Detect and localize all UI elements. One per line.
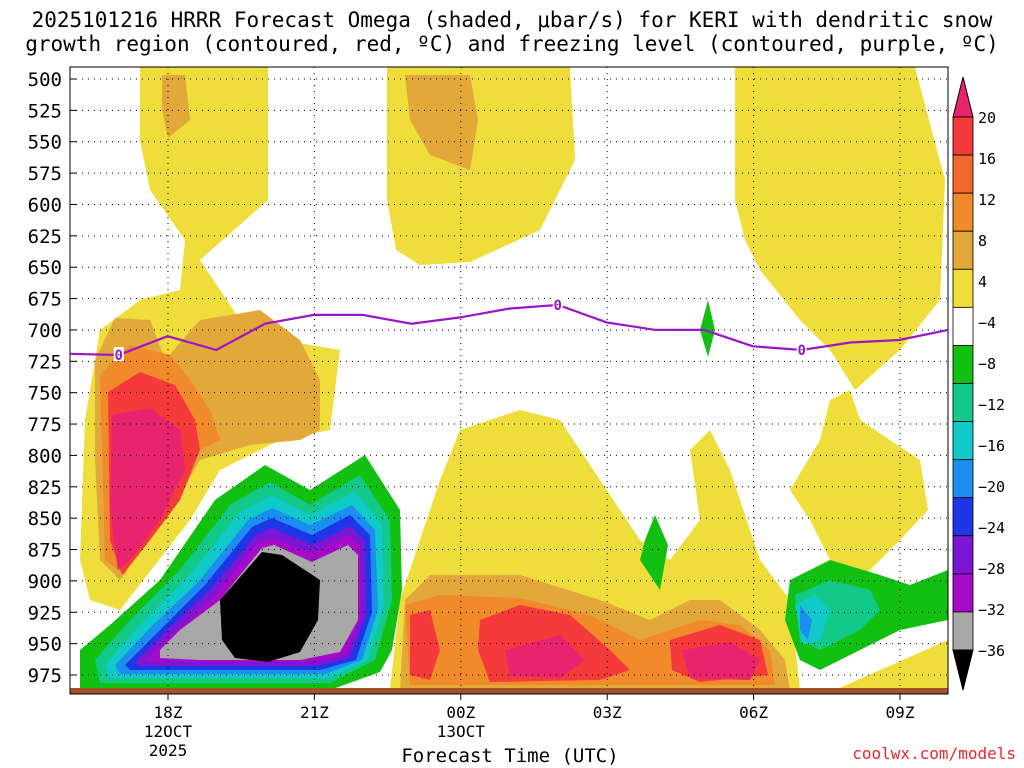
colorbar-swatch-2 bbox=[952, 192, 974, 232]
colorbar-swatch-13 bbox=[952, 611, 974, 651]
colorbar-label-1: 16 bbox=[978, 150, 996, 168]
plot-frame bbox=[69, 66, 949, 695]
colorbar-swatch-10 bbox=[952, 497, 974, 537]
colorbar-label-12: −32 bbox=[978, 601, 1005, 619]
y-tick-label-975: 975 bbox=[28, 665, 62, 687]
colorbar-swatch-1 bbox=[952, 154, 974, 194]
omega-area-weak-upward-right bbox=[735, 67, 945, 390]
x-axis-title: Forecast Time (UTC) bbox=[401, 745, 619, 767]
y-tick-label-525: 525 bbox=[28, 100, 62, 122]
attribution-link[interactable]: coolwx.com/models bbox=[852, 744, 1016, 763]
colorbar-label-0: 20 bbox=[978, 109, 996, 127]
colorbar-top-triangle bbox=[952, 76, 974, 118]
colorbar-swatch-7 bbox=[952, 383, 974, 422]
x-tick-label-09Z: 09Z bbox=[886, 703, 915, 722]
x-tick-label-03Z: 03Z bbox=[593, 703, 622, 722]
y-tick-label-900: 900 bbox=[28, 571, 62, 593]
colorbar-label-2: 12 bbox=[978, 191, 996, 209]
chart-title-line1: 2025101216 HRRR Forecast Omega (shaded, … bbox=[31, 8, 993, 32]
freezing-level-label-bg-2 bbox=[796, 342, 807, 357]
colorbar-label-9: −20 bbox=[978, 478, 1005, 496]
chart-title-line2: growth region (contoured, red, ºC) and f… bbox=[25, 32, 999, 56]
colorbar-label-5: −4 bbox=[978, 314, 996, 332]
y-tick-label-550: 550 bbox=[28, 132, 62, 154]
colorbar-swatch-11 bbox=[952, 535, 974, 575]
y-tick-label-925: 925 bbox=[28, 602, 62, 624]
colorbar-bottom-triangle bbox=[952, 649, 974, 691]
colorbar-label-4: 4 bbox=[978, 273, 987, 291]
colorbar-swatch-8 bbox=[952, 421, 974, 461]
omega-area-extreme-upward-bottom bbox=[505, 635, 760, 680]
x-tick-label-00Z: 00Z bbox=[446, 703, 475, 722]
x-tick-label-06Z: 06Z bbox=[739, 703, 768, 722]
x-tick-label-18Z: 18Z bbox=[154, 703, 183, 722]
x-tick-date-00Z: 13OCT bbox=[437, 722, 486, 741]
y-tick-label-675: 675 bbox=[28, 289, 62, 311]
freezing-level-label-2: 0 bbox=[797, 343, 805, 359]
omega-area-downward-right-16 bbox=[800, 605, 812, 640]
y-tick-label-950: 950 bbox=[28, 634, 62, 656]
y-tick-label-625: 625 bbox=[28, 226, 62, 248]
omega-area-downward-36 bbox=[220, 552, 320, 662]
y-tick-label-700: 700 bbox=[28, 320, 62, 342]
colorbar-swatch-4 bbox=[952, 268, 974, 308]
y-tick-label-775: 775 bbox=[28, 414, 62, 436]
omega-area-moderate-upward-top-left bbox=[162, 75, 190, 138]
freezing-level-label-1: 0 bbox=[554, 298, 562, 314]
y-tick-label-875: 875 bbox=[28, 540, 62, 562]
omega-shading bbox=[80, 67, 948, 689]
colorbar-label-6: −8 bbox=[978, 355, 996, 373]
colorbar-label-10: −24 bbox=[978, 519, 1005, 537]
colorbar-swatch-3 bbox=[952, 230, 974, 270]
omega-cell-downward-a bbox=[700, 300, 715, 357]
y-tick-label-600: 600 bbox=[28, 194, 62, 216]
colorbar-swatch-12 bbox=[952, 573, 974, 613]
y-tick-label-725: 725 bbox=[28, 351, 62, 373]
omega-cell-downward-b bbox=[640, 515, 668, 590]
colorbar-swatch-0 bbox=[952, 116, 974, 156]
freezing-level-label-bg-1 bbox=[552, 296, 563, 311]
y-tick-label-650: 650 bbox=[28, 257, 62, 279]
omega-area-weak-upward-bottom-right bbox=[837, 640, 948, 689]
y-tick-label-575: 575 bbox=[28, 163, 62, 185]
y-tick-label-800: 800 bbox=[28, 445, 62, 467]
freezing-level-label-0: 0 bbox=[115, 348, 123, 364]
colorbar-label-3: 8 bbox=[978, 232, 987, 250]
y-tick-label-850: 850 bbox=[28, 508, 62, 530]
y-axis: 500 525 550 575 600 625 650 675 700 725 750 775 800 8… bbox=[28, 69, 77, 687]
colorbar-label-8: −16 bbox=[978, 437, 1005, 455]
x-tick-date-18Z: 12OCT bbox=[144, 722, 193, 741]
colorbar-label-11: −28 bbox=[978, 560, 1005, 578]
omega-area-moderate-upward-top-center bbox=[405, 75, 478, 170]
surface-strip bbox=[70, 688, 948, 694]
x-tick-label-21Z: 21Z bbox=[300, 703, 329, 722]
freezing-level-label-bg-0 bbox=[113, 347, 124, 362]
x-tick-year-18Z: 2025 bbox=[149, 741, 188, 760]
omega-area-very-strong-upward-bottom bbox=[410, 605, 768, 682]
colorbar-swatch-6 bbox=[952, 345, 974, 384]
colorbar: 20 16 12 8 4 −4 −8 −12 −16 −20 −24 −28 −32 −36 bbox=[952, 76, 1005, 691]
colorbar-label-7: −12 bbox=[978, 396, 1005, 414]
grid-lines bbox=[70, 67, 948, 688]
colorbar-swatch-5 bbox=[952, 306, 974, 346]
colorbar-swatch-9 bbox=[952, 459, 974, 499]
colorbar-label-13: −36 bbox=[978, 642, 1005, 660]
omega-area-extreme-upward-left bbox=[110, 408, 185, 570]
y-tick-label-500: 500 bbox=[28, 69, 62, 91]
y-tick-label-825: 825 bbox=[28, 477, 62, 499]
omega-area-weak-upward-lower-right bbox=[790, 390, 928, 580]
freezing-level-contour: 0 0 0 bbox=[69, 296, 949, 364]
y-tick-label-750: 750 bbox=[28, 383, 62, 405]
